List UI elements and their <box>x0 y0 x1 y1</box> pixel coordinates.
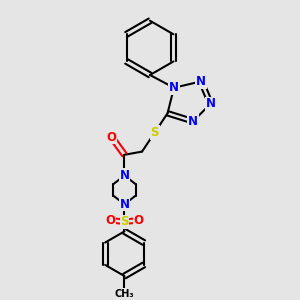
Text: N: N <box>169 81 179 94</box>
Text: O: O <box>107 131 117 144</box>
Text: S: S <box>120 215 129 228</box>
Text: N: N <box>196 75 206 88</box>
Text: S: S <box>151 126 159 139</box>
Text: N: N <box>119 198 130 211</box>
Text: N: N <box>119 169 130 182</box>
Text: CH₃: CH₃ <box>115 289 134 298</box>
Text: N: N <box>206 97 216 110</box>
Text: O: O <box>134 214 144 227</box>
Text: O: O <box>105 214 115 227</box>
Text: N: N <box>188 115 198 128</box>
